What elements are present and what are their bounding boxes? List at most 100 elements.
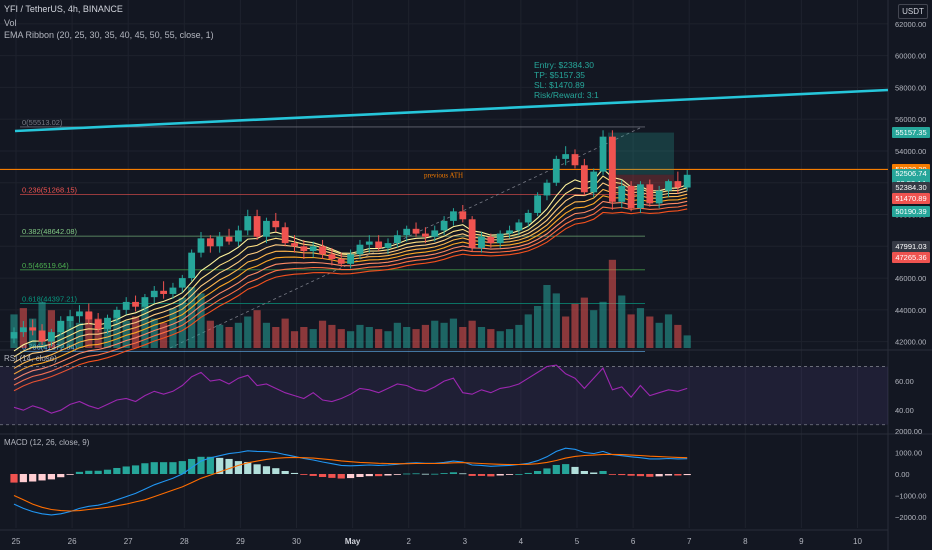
candle-body bbox=[29, 327, 37, 331]
fib-label: 0.5(46519.64) bbox=[22, 261, 69, 270]
volume-bar bbox=[225, 327, 233, 348]
macd-histogram-bar bbox=[300, 474, 308, 475]
macd-histogram-bar bbox=[225, 458, 233, 474]
macd-histogram-bar bbox=[618, 474, 626, 476]
volume-bar bbox=[562, 316, 570, 348]
volume-bar bbox=[94, 318, 102, 348]
price-label: 50190.39 bbox=[892, 206, 930, 217]
candle-body bbox=[197, 238, 205, 253]
volume-bar bbox=[524, 314, 532, 348]
macd-histogram-bar bbox=[636, 474, 645, 477]
volume-bar bbox=[674, 324, 682, 348]
candle-body bbox=[365, 241, 373, 245]
macd-histogram-bar bbox=[309, 474, 317, 476]
volume-bar bbox=[337, 329, 345, 348]
ema-ribbon-label: EMA Ribbon (20, 25, 30, 35, 40, 45, 50, … bbox=[4, 30, 214, 40]
candle-body bbox=[665, 181, 672, 191]
macd-histogram-bar bbox=[477, 474, 486, 476]
candle-body bbox=[291, 243, 298, 247]
volume-bar bbox=[272, 327, 280, 348]
previous-ath-label: previous ATH bbox=[424, 171, 463, 179]
macd-histogram-bar bbox=[384, 474, 392, 476]
candle-body bbox=[19, 327, 27, 333]
time-tick-label: 3 bbox=[463, 537, 468, 546]
volume-bar bbox=[328, 324, 336, 348]
dashed-trend-line bbox=[169, 127, 641, 349]
volume-bar bbox=[216, 324, 224, 348]
price-label: 47991.03 bbox=[892, 240, 930, 252]
macd-histogram-bar bbox=[150, 462, 158, 474]
macd-histogram-bar bbox=[234, 461, 242, 474]
volume-bar bbox=[300, 327, 308, 348]
macd-histogram-bar bbox=[244, 461, 252, 474]
volume-bar bbox=[85, 312, 93, 348]
candle-body bbox=[515, 222, 523, 231]
volume-bar bbox=[347, 331, 355, 348]
macd-histogram-bar bbox=[188, 458, 196, 474]
time-tick-label: 10 bbox=[853, 537, 862, 546]
candle-body bbox=[300, 246, 308, 252]
price-label: 52384.30 bbox=[892, 182, 930, 193]
candle-body bbox=[683, 174, 691, 188]
macd-histogram-bar bbox=[608, 474, 616, 475]
candle-body bbox=[178, 278, 186, 288]
macd-tick-label: 1000.00 bbox=[895, 449, 922, 458]
macd-histogram-bar bbox=[562, 464, 570, 474]
macd-histogram-bar bbox=[66, 474, 74, 475]
rsi-label: RSI (14, close) bbox=[4, 354, 57, 363]
volume-bar bbox=[618, 295, 626, 348]
macd-histogram-bar bbox=[431, 473, 439, 475]
macd-histogram-bar bbox=[580, 470, 588, 474]
candle-body bbox=[431, 230, 439, 237]
candle-body bbox=[393, 235, 401, 244]
volume-bar bbox=[206, 320, 214, 348]
price-tick-label: 46000.00 bbox=[895, 274, 926, 283]
candle-body bbox=[552, 158, 560, 183]
macd-histogram-bar bbox=[655, 474, 663, 477]
candle-body bbox=[468, 219, 476, 248]
volume-bar bbox=[262, 322, 271, 348]
time-tick-label: 9 bbox=[799, 537, 804, 546]
fib-label: 0(55513.02) bbox=[22, 118, 63, 127]
price-tick-label: 56000.00 bbox=[895, 115, 926, 124]
macd-pane: 2000.00 1000.00 0.00 −1000.00 −2000.00 bbox=[10, 427, 927, 522]
time-tick-label: 8 bbox=[743, 537, 748, 546]
price-tick-label: 42000.00 bbox=[895, 338, 926, 347]
candle-body bbox=[169, 287, 177, 294]
macd-histogram-bar bbox=[459, 473, 467, 475]
macd-histogram-bar bbox=[552, 464, 560, 474]
candle-body bbox=[403, 228, 411, 236]
volume-bar bbox=[356, 324, 364, 348]
candle-body bbox=[122, 301, 130, 310]
rsi-band bbox=[0, 366, 888, 425]
macd-histogram-bar bbox=[216, 457, 224, 474]
macd-histogram-bar bbox=[253, 464, 261, 474]
macd-histogram-bar bbox=[57, 474, 65, 478]
candle-body bbox=[113, 309, 121, 318]
time-tick-label: 25 bbox=[12, 537, 21, 546]
candle-body bbox=[580, 165, 588, 193]
candle-body bbox=[10, 332, 18, 339]
candle-body bbox=[141, 297, 149, 307]
candle-body bbox=[384, 243, 392, 248]
macd-line bbox=[13, 447, 688, 516]
volume-bar bbox=[627, 314, 635, 348]
macd-histogram-bar bbox=[47, 474, 55, 480]
currency-badge[interactable]: USDT bbox=[898, 4, 928, 19]
macd-histogram-bar bbox=[272, 468, 280, 474]
vol-label: Vol bbox=[4, 18, 17, 28]
macd-histogram-bar bbox=[347, 474, 355, 479]
candle-body bbox=[487, 236, 495, 244]
rsi-pane: 60.00 40.00 bbox=[0, 364, 914, 426]
macd-tick-label: 0.00 bbox=[895, 470, 910, 479]
macd-histogram-bar bbox=[524, 472, 532, 474]
rsi-tick-label: 60.00 bbox=[895, 377, 914, 386]
volume-bar bbox=[188, 287, 196, 348]
price-label: 51470.89 bbox=[892, 193, 930, 205]
macd-histogram-bar bbox=[122, 466, 130, 474]
candles bbox=[10, 130, 691, 347]
volume-bar bbox=[393, 322, 401, 348]
time-tick-label: 27 bbox=[124, 537, 133, 546]
volume-bar bbox=[403, 327, 411, 348]
